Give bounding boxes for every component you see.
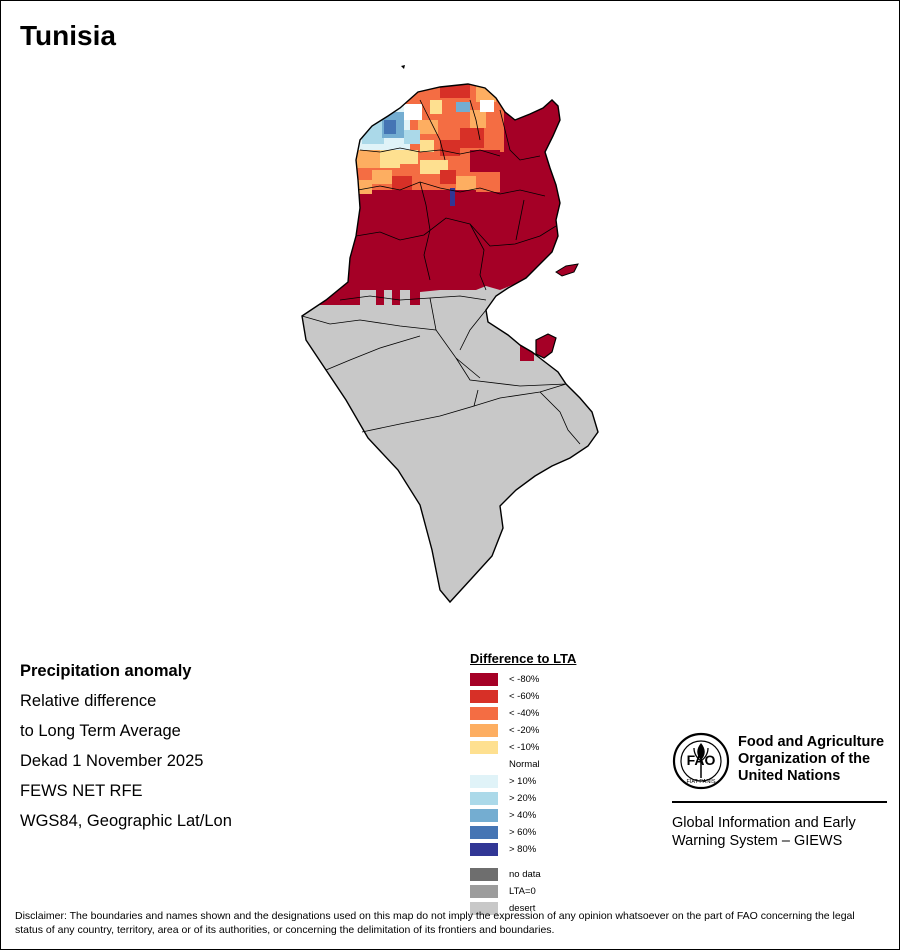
- anomaly-cell: [450, 188, 455, 206]
- fao-name-line: Food and Agriculture: [738, 734, 885, 750]
- legend-title: Difference to LTA: [470, 651, 577, 666]
- legend-item: > 40%: [470, 807, 576, 824]
- giews-line: Global Information and Early: [672, 815, 856, 831]
- legend-item: < -60%: [470, 688, 576, 705]
- fao-name-line: United Nations: [738, 768, 841, 784]
- anomaly-cell: [470, 110, 486, 128]
- anomaly-cell: [380, 150, 400, 168]
- anomaly-cell: [404, 130, 420, 144]
- legend-swatch: [470, 707, 498, 720]
- giews-name: Global Information and Early Warning Sys…: [672, 814, 856, 850]
- kerkennah-islands: [555, 263, 579, 277]
- legend-item: LTA=0: [470, 883, 576, 900]
- tunisia-border: [301, 83, 599, 604]
- anomaly-cell: [456, 102, 470, 112]
- djerba-island: [535, 333, 557, 359]
- legend-label: Normal: [509, 759, 540, 770]
- galite-island: [401, 65, 405, 69]
- anomaly-cell: [418, 120, 438, 134]
- anomaly-cell: [372, 170, 392, 184]
- info-line: Relative difference: [20, 692, 157, 710]
- legend-item: < -40%: [470, 705, 576, 722]
- legend-label: > 40%: [509, 810, 537, 821]
- legend-item: desert: [470, 900, 576, 917]
- fao-name: Food and Agriculture Organization of the…: [738, 734, 884, 785]
- legend-item: > 20%: [470, 790, 576, 807]
- legend-extra: no data LTA=0 desert: [470, 866, 576, 917]
- disclaimer: Disclaimer: The boundaries and names sho…: [15, 910, 855, 936]
- legend-swatch: [470, 826, 498, 839]
- map-title: Tunisia: [20, 20, 116, 51]
- info-title: Precipitation anomaly: [20, 662, 192, 680]
- info-line: to Long Term Average: [20, 722, 181, 740]
- fao-name-line: Organization of the: [738, 751, 871, 767]
- governorate-boundaries: [301, 99, 581, 445]
- anomaly-cell: [480, 100, 494, 112]
- anomaly-cell: [440, 84, 470, 98]
- legend-item: < -20%: [470, 722, 576, 739]
- legend-item: Normal: [470, 756, 576, 773]
- legend-label: < -80%: [509, 674, 540, 685]
- legend-label: > 10%: [509, 776, 537, 787]
- anomaly-raster: [302, 84, 598, 361]
- legend-item: > 80%: [470, 841, 576, 858]
- legend-swatch: [470, 885, 498, 898]
- info-projection: WGS84, Geographic Lat/Lon: [20, 812, 232, 830]
- anomaly-cell: [404, 104, 422, 120]
- legend-label: > 20%: [509, 793, 537, 804]
- legend-swatch: [470, 868, 498, 881]
- legend: Difference to LTA < -80% < -60% < -40% < -2…: [470, 651, 576, 917]
- legend-label: < -40%: [509, 708, 540, 719]
- legend-swatch: [470, 724, 498, 737]
- anomaly-cell: [440, 140, 460, 156]
- fao-motto: FIAT PANIS: [686, 779, 715, 785]
- legend-swatch: [470, 809, 498, 822]
- legend-item: no data: [470, 866, 576, 883]
- anomaly-cell: [456, 176, 476, 190]
- anomaly-cell: [430, 100, 442, 114]
- fao-divider: [672, 801, 887, 803]
- anomaly-cell: [476, 172, 500, 192]
- legend-item: < -80%: [470, 671, 576, 688]
- legend-swatch: [470, 758, 498, 771]
- anomaly-cell: [520, 345, 534, 361]
- legend-swatch: [470, 843, 498, 856]
- legend-item: > 60%: [470, 824, 576, 841]
- anomaly-cell: [460, 128, 484, 148]
- legend-label: < -20%: [509, 725, 540, 736]
- legend-swatch: [470, 741, 498, 754]
- legend-label: < -10%: [509, 742, 540, 753]
- legend-label: desert: [509, 903, 536, 914]
- legend-swatch: [470, 673, 498, 686]
- anomaly-cell: [392, 176, 412, 190]
- legend-item: < -10%: [470, 739, 576, 756]
- anomaly-cell: [356, 180, 372, 194]
- legend-label: LTA=0: [509, 886, 536, 897]
- anomaly-cell: [340, 150, 380, 168]
- legend-label: < -60%: [509, 691, 540, 702]
- fao-logo-icon: FAO FIAT PANIS: [672, 732, 730, 790]
- legend-label: > 80%: [509, 844, 537, 855]
- info-date: Dekad 1 November 2025: [20, 752, 204, 770]
- legend-swatch: [470, 792, 498, 805]
- legend-label: > 60%: [509, 827, 537, 838]
- giews-line: Warning System – GIEWS: [672, 833, 843, 849]
- legend-swatch: [470, 775, 498, 788]
- anomaly-cell: [470, 150, 500, 172]
- legend-swatch: [470, 690, 498, 703]
- legend-label: no data: [509, 869, 541, 880]
- fao-logo-text: FAO: [687, 752, 716, 768]
- map-info-block: Precipitation anomaly Relative differenc…: [20, 656, 232, 836]
- legend-items: < -80% < -60% < -40% < -20% < -10% Normal > 10…: [470, 671, 576, 858]
- anomaly-cell: [420, 140, 434, 152]
- legend-swatch: [470, 902, 498, 915]
- tunisia-map: [301, 65, 599, 604]
- anomaly-cell: [440, 170, 456, 184]
- anomaly-cell: [384, 120, 396, 134]
- anomaly-cell: [400, 150, 418, 164]
- anomaly-cell: [362, 118, 384, 144]
- info-source: FEWS NET RFE: [20, 782, 143, 800]
- legend-item: > 10%: [470, 773, 576, 790]
